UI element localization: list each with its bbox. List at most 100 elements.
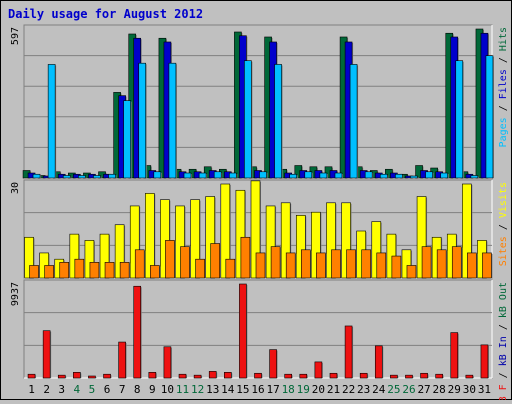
bar-kb-f: [57, 374, 66, 379]
panel-frame: [23, 279, 493, 379]
bar-pages: [395, 173, 403, 179]
bar-kb-f: [420, 372, 428, 379]
bar-kb-f: [224, 372, 232, 379]
legend-entry: Hits: [498, 27, 509, 51]
bar-sites: [150, 265, 160, 279]
kbytes-panel: 9937 kB F / kB In / kB Out: [10, 279, 509, 404]
bar-visits: [99, 233, 110, 279]
bar-sites: [255, 252, 266, 279]
bar-sites: [225, 258, 236, 279]
bar-kb-f: [329, 372, 338, 379]
day-label: 24: [372, 383, 386, 396]
bar-kb-f: [193, 374, 202, 379]
day-label: 15: [236, 383, 249, 396]
bar-kb-f: [163, 346, 172, 379]
bar-kb-f: [42, 330, 51, 379]
day-labels: 1 2 3 4 5 6 7 8 9 10 11 12 13 14 15 16 17 18 19 20 21 22 23 24 2…: [28, 383, 491, 396]
legend-entry: kB Out: [498, 282, 509, 318]
bar-sites: [104, 262, 115, 279]
bar-sites: [180, 246, 190, 279]
day-label: 8: [134, 383, 141, 396]
bar-visits: [160, 199, 170, 279]
day-label: 12: [191, 383, 204, 396]
legend-entry: /: [498, 218, 509, 236]
bar-visits: [190, 199, 200, 279]
bar-sites: [436, 249, 447, 279]
bar-kb-f: [239, 283, 247, 379]
bar-pages: [349, 64, 358, 179]
bar-pages: [259, 171, 267, 179]
legend-entry: kB F: [498, 384, 509, 400]
legend-entry: Files: [498, 69, 509, 99]
bar-pages: [470, 175, 479, 179]
day-label: 2: [43, 383, 50, 396]
legend-entry: Sites: [498, 236, 509, 266]
bar-pages: [379, 173, 388, 179]
bar-pages: [183, 172, 192, 179]
bar-kb-f: [299, 373, 308, 379]
bar-pages: [455, 60, 464, 179]
day-label: 9: [149, 383, 156, 396]
bar-kb-f: [284, 373, 292, 379]
bar-visits: [280, 202, 291, 279]
bar-sites: [59, 262, 70, 279]
bar-visits: [235, 189, 246, 279]
bar-pages: [32, 173, 41, 179]
bar-sites: [316, 252, 326, 279]
day-label: 27: [417, 383, 430, 396]
day-label: 18: [282, 383, 295, 396]
bar-sites: [74, 258, 85, 279]
legend: Sites / Visits: [498, 182, 509, 266]
bar-sites: [421, 246, 432, 279]
bar-pages: [440, 172, 448, 179]
legend-entry: Visits: [498, 182, 509, 218]
chart-title: Daily usage for August 2012: [8, 7, 203, 21]
bar-kb-f: [103, 373, 111, 379]
bar-pages: [108, 173, 116, 179]
bar-sites: [285, 252, 296, 279]
bar-pages: [485, 55, 494, 179]
day-label: 11: [176, 383, 189, 396]
bar-visits: [220, 183, 231, 279]
legend-entry: /: [498, 51, 509, 69]
day-label: 3: [58, 383, 65, 396]
legend-entry: /: [498, 318, 509, 336]
day-label: 26: [402, 383, 415, 396]
hits-files-pages-panel: 597 Pages / Files / Hits: [10, 24, 509, 179]
bar-sites: [29, 265, 39, 279]
bar-kb-f: [148, 372, 157, 379]
bar-pages: [198, 172, 207, 179]
bar-sites: [119, 262, 130, 279]
axis-max-label: 30: [10, 182, 21, 194]
bar-visits: [205, 196, 216, 279]
bar-sites: [376, 252, 387, 279]
bar-visits: [250, 180, 261, 279]
bar-sites: [165, 240, 175, 279]
bar-pages: [289, 173, 297, 179]
bar-kb-f: [450, 332, 459, 379]
bar-kb-f: [405, 374, 413, 379]
day-label: 23: [357, 383, 370, 396]
day-label: 1: [28, 383, 35, 396]
day-label: 19: [297, 383, 310, 396]
bar-sites: [270, 246, 281, 279]
bar-sites: [361, 249, 371, 279]
axis-max-label: 9937: [10, 282, 21, 306]
panel-frame: [23, 24, 493, 179]
bar-kb-f: [390, 374, 398, 379]
day-label: 21: [327, 383, 340, 396]
day-label: 7: [119, 383, 126, 396]
bar-visits: [129, 205, 140, 279]
visits-sites-panel: 30 Sites / Visits: [10, 179, 509, 279]
bar-pages: [47, 64, 56, 179]
bar-pages: [123, 100, 131, 179]
bar-visits: [401, 249, 412, 279]
bar-visits: [326, 202, 336, 279]
bar-visits: [114, 224, 125, 279]
bar-kb-f: [480, 344, 489, 379]
bar-visits: [24, 236, 34, 279]
bar-visits: [69, 233, 80, 279]
bar-visits: [295, 215, 306, 279]
bar-pages: [213, 171, 222, 179]
